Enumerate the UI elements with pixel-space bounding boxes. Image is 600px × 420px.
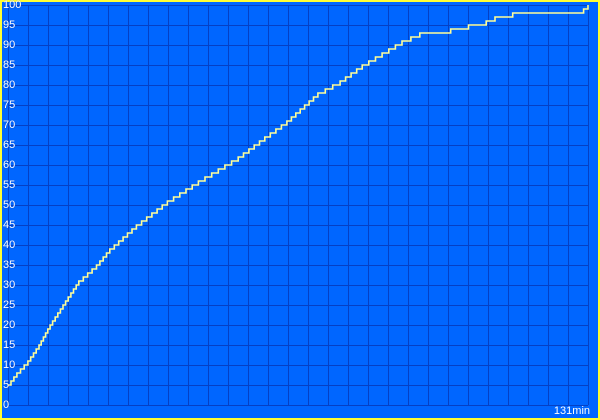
y-axis-tick-label: 30 — [3, 279, 16, 291]
y-axis-tick-label: 50 — [3, 199, 16, 211]
y-axis-tick-label: 5 — [3, 379, 10, 391]
y-axis-tick-label: 100 — [3, 0, 22, 11]
y-axis-tick-label: 45 — [3, 219, 16, 231]
y-axis-tick-label: 0 — [3, 399, 10, 411]
y-axis-tick-label: 15 — [3, 339, 16, 351]
y-axis-tick-label: 65 — [3, 139, 16, 151]
y-axis-tick-label: 55 — [3, 179, 16, 191]
y-axis-tick-label: 20 — [3, 319, 16, 331]
y-axis-tick-label: 60 — [3, 159, 16, 171]
y-axis-tick-label: 10 — [3, 359, 16, 371]
y-axis-tick-label: 35 — [3, 259, 16, 271]
y-axis-tick-label: 85 — [3, 59, 16, 71]
x-axis-duration-label: 131min — [553, 405, 590, 417]
y-axis-tick-label: 70 — [3, 119, 16, 131]
y-axis-tick-label: 75 — [3, 99, 16, 111]
y-axis-tick-label: 40 — [3, 239, 16, 251]
y-axis-tick-label: 80 — [3, 79, 16, 91]
y-axis-tick-label: 25 — [3, 299, 16, 311]
battery-charge-curve — [8, 5, 589, 386]
y-axis-tick-label: 95 — [3, 19, 16, 31]
y-axis-tick-label: 90 — [3, 39, 16, 51]
